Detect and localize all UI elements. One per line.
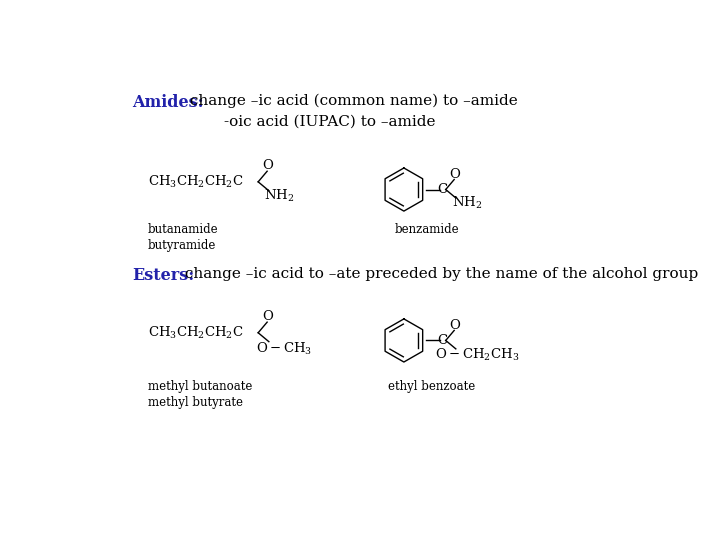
Text: butanamide
butyramide: butanamide butyramide (148, 222, 219, 252)
Text: $\mathregular{NH_2}$: $\mathregular{NH_2}$ (264, 188, 294, 204)
Text: Esters:: Esters: (132, 267, 195, 284)
Text: change –ic acid (common name) to –amide: change –ic acid (common name) to –amide (184, 94, 517, 109)
Text: methyl butanoate
methyl butyrate: methyl butanoate methyl butyrate (148, 381, 253, 409)
Text: $\mathregular{NH_2}$: $\mathregular{NH_2}$ (451, 195, 482, 211)
Text: C: C (438, 334, 448, 347)
Text: O: O (449, 167, 460, 180)
Text: change –ic acid to –ate preceded by the name of the alcohol group: change –ic acid to –ate preceded by the … (180, 267, 698, 281)
Text: O: O (263, 159, 274, 172)
Text: O: O (449, 319, 460, 332)
Text: benzamide: benzamide (395, 222, 459, 235)
Text: $\mathregular{O-CH_3}$: $\mathregular{O-CH_3}$ (256, 341, 312, 356)
Text: -oic acid (IUPAC) to –amide: -oic acid (IUPAC) to –amide (184, 115, 435, 129)
Text: Amides:: Amides: (132, 94, 204, 111)
Text: ethyl benzoate: ethyl benzoate (388, 381, 476, 394)
Text: O: O (263, 310, 274, 323)
Text: C: C (438, 183, 448, 196)
Text: $\mathregular{CH_3CH_2CH_2C}$: $\mathregular{CH_3CH_2CH_2C}$ (148, 325, 243, 341)
Text: $\mathregular{O-CH_2CH_3}$: $\mathregular{O-CH_2CH_3}$ (435, 347, 519, 363)
Text: $\mathregular{CH_3CH_2CH_2C}$: $\mathregular{CH_3CH_2CH_2C}$ (148, 174, 243, 190)
